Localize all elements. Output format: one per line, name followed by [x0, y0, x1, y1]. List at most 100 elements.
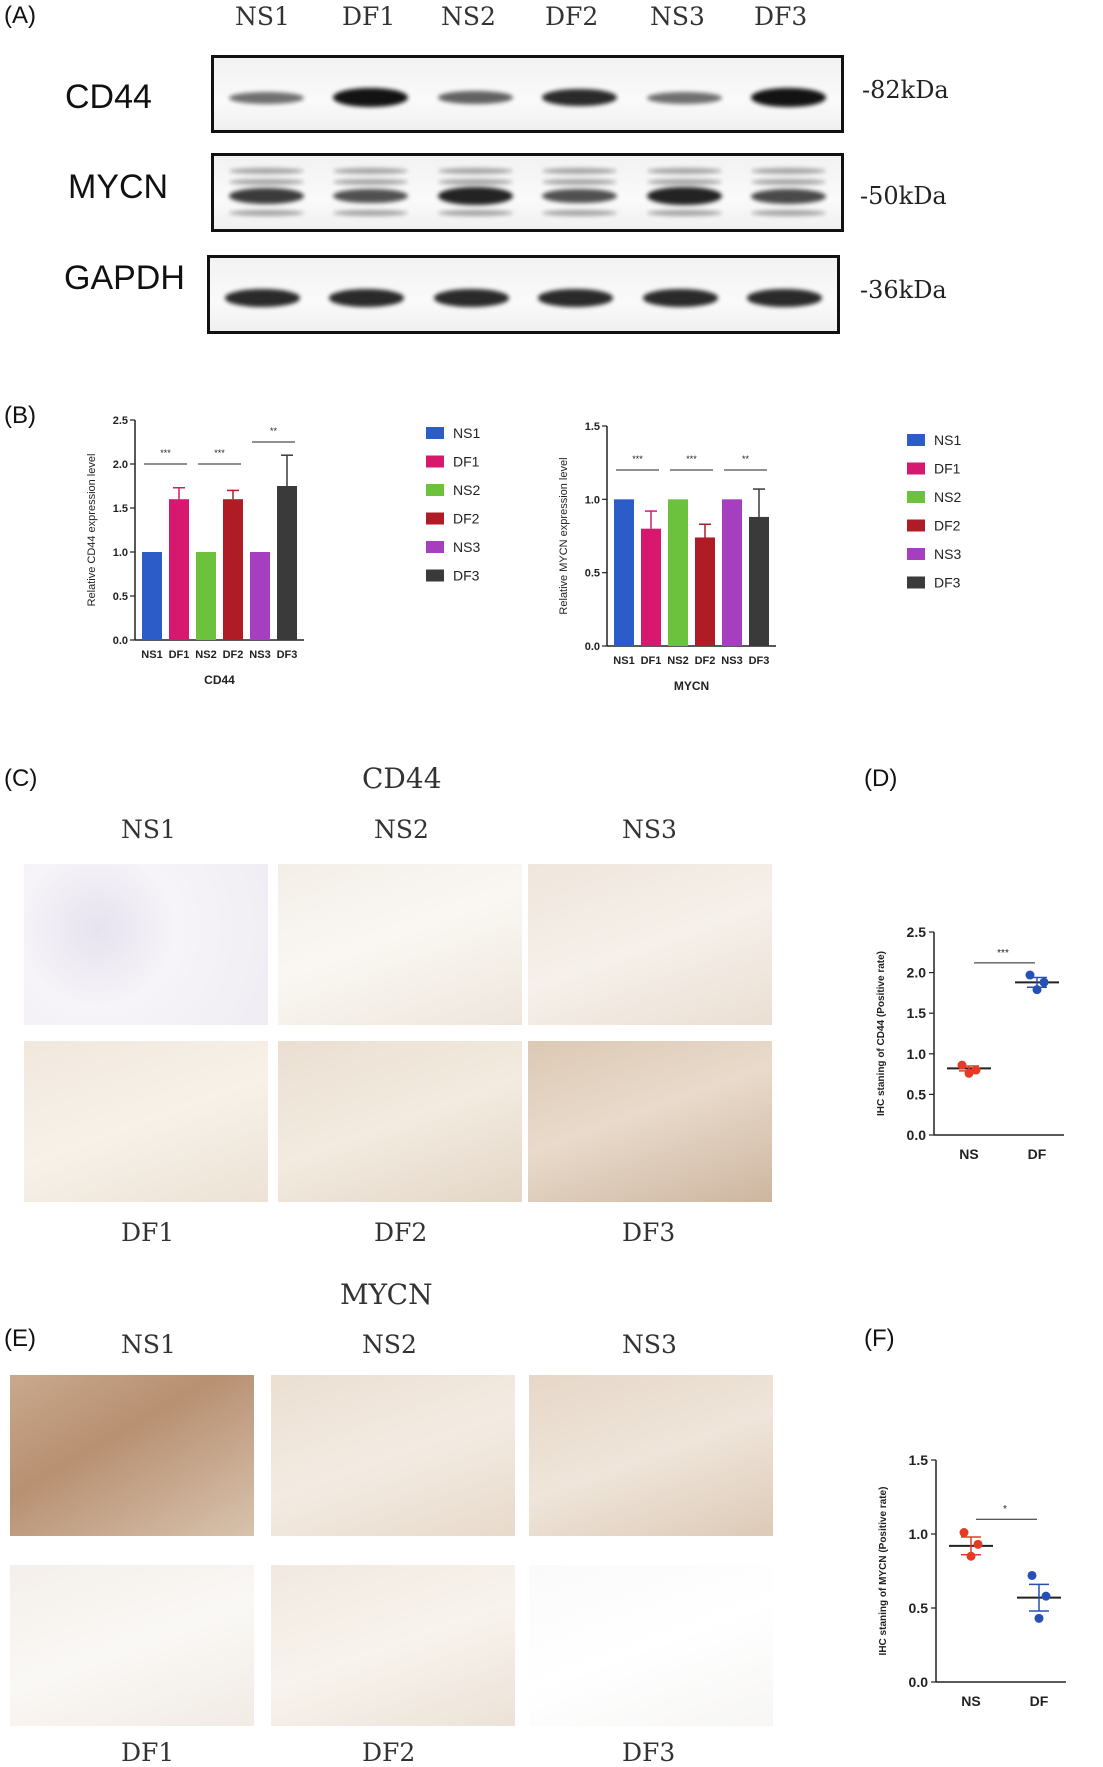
- mycn-ihc-chart-svg: 0.0 0.5 1.0 1.5 IHC staning of MYCN (Positiv…: [878, 1452, 1066, 1709]
- panel-label-d: (D): [864, 765, 898, 792]
- legend-swatch: [426, 569, 444, 582]
- lane-label: DF1: [342, 2, 396, 31]
- ihc-image-mycn-ns1: [10, 1375, 254, 1536]
- panel-label-a: (A): [4, 2, 36, 29]
- legend-swatch: [907, 462, 925, 475]
- legend-swatch: [907, 576, 925, 589]
- ihc-image-mycn-ns2: [271, 1375, 515, 1536]
- data-point: [957, 1060, 967, 1070]
- panel-label-e: (E): [4, 1325, 36, 1352]
- legend-swatch: [907, 548, 925, 560]
- data-point: [959, 1528, 969, 1538]
- y-tick-label: 0.5: [113, 591, 128, 603]
- bar: [641, 528, 661, 646]
- data-point: [1027, 1570, 1037, 1580]
- bar: [250, 552, 270, 640]
- x-tick-label: DF3: [277, 649, 298, 661]
- significance-label: ***: [632, 454, 643, 464]
- legend-label: NS1: [934, 432, 961, 448]
- blot-band: [437, 90, 513, 105]
- ihc-label: DF3: [622, 1738, 676, 1767]
- legend-label: DF3: [453, 568, 480, 584]
- y-tick-label: 2.0: [907, 965, 927, 981]
- panel-label-b: (B): [4, 402, 36, 429]
- significance-label: **: [742, 454, 750, 464]
- y-tick-label: 2.0: [113, 459, 128, 471]
- blot-band: [224, 289, 300, 307]
- ihc-label: DF2: [362, 1738, 416, 1767]
- blot-band: [646, 209, 722, 216]
- blot-band: [542, 167, 618, 174]
- blot-band: [642, 289, 718, 307]
- x-tick-label: NS3: [721, 655, 742, 667]
- ihc-image-cd44-ns1: [24, 864, 268, 1025]
- cd44-ihc-title: CD44: [362, 762, 442, 795]
- blot-band: [646, 91, 722, 104]
- kda-label-50: -50kDa: [860, 182, 947, 210]
- ihc-image-cd44-df3: [528, 1041, 772, 1202]
- legend-swatch: [426, 427, 444, 439]
- blot-band: [751, 209, 827, 216]
- blot-band: [333, 87, 409, 108]
- protein-label-mycn: MYCN: [68, 168, 169, 206]
- legend-swatch: [426, 541, 444, 553]
- y-tick-label: 0.0: [113, 635, 128, 647]
- blot-band: [433, 289, 509, 307]
- lane-label: NS3: [650, 2, 705, 31]
- significance-label: ***: [160, 448, 171, 458]
- cd44-legend: NS1 DF1 NS2 DF2 NS3 DF3: [426, 425, 480, 584]
- lane-label: DF2: [545, 2, 599, 31]
- blot-band: [228, 91, 304, 104]
- x-tick-label: DF1: [169, 649, 190, 661]
- mycn-ihc-title: MYCN: [340, 1278, 433, 1311]
- x-axis-label: CD44: [204, 673, 235, 687]
- ihc-label: DF3: [622, 1218, 676, 1247]
- legend-label: NS3: [934, 546, 961, 562]
- y-tick-label: 1.5: [585, 421, 600, 433]
- x-tick-label: DF: [1030, 1693, 1049, 1709]
- legend-label: DF2: [453, 511, 480, 527]
- data-point: [964, 1068, 974, 1078]
- y-tick-label: 1.0: [907, 1046, 927, 1062]
- blot-band: [542, 179, 618, 186]
- blot-gapdh: [207, 255, 840, 334]
- mycn-bar-chart: 0.0 0.5 1.0 1.5 Relative MYCN expression lev…: [558, 421, 776, 693]
- legend-swatch: [426, 512, 444, 525]
- lane-label: DF3: [754, 2, 808, 31]
- protein-label-gapdh: GAPDH: [64, 259, 185, 297]
- blot-band: [228, 167, 304, 174]
- y-axis-label: IHC staning of MYCN (Positive rate): [878, 1487, 889, 1656]
- y-tick-label: 1.0: [113, 547, 128, 559]
- blot-band: [542, 209, 618, 216]
- kda-label-36: -36kDa: [860, 276, 947, 304]
- bar: [749, 516, 769, 646]
- x-tick-label: NS2: [667, 655, 688, 667]
- data-point: [971, 1065, 981, 1075]
- legend-swatch: [426, 484, 444, 496]
- mycn-legend: NS1 DF1 NS2 DF2 NS3 DF3: [907, 432, 961, 591]
- y-tick-label: 2.5: [907, 924, 927, 940]
- significance-label: ***: [997, 948, 1009, 959]
- cd44-bar-chart: 0.0 0.5 1.0 1.5 2.0 2.5 Relative CD44 expressi…: [86, 415, 304, 687]
- bar: [196, 552, 216, 640]
- blot-band: [228, 209, 304, 216]
- legend-label: NS1: [453, 425, 480, 441]
- ihc-label: NS1: [121, 815, 176, 844]
- x-tick-label: DF3: [749, 655, 770, 667]
- y-tick-label: 1.0: [909, 1526, 929, 1542]
- y-tick-label: 0.0: [907, 1127, 927, 1143]
- data-point: [1041, 1591, 1051, 1601]
- y-tick-label: 0.0: [909, 1674, 929, 1690]
- ihc-image-cd44-df1: [24, 1041, 268, 1202]
- ihc-image-cd44-df2: [278, 1041, 522, 1202]
- blot-band: [751, 179, 827, 186]
- blot-band: [329, 289, 405, 307]
- blot-band: [228, 179, 304, 186]
- significance-label: ***: [686, 454, 697, 464]
- legend-label: NS3: [453, 539, 480, 555]
- legend-label: DF3: [934, 575, 961, 591]
- legend-label: NS2: [934, 489, 961, 505]
- significance-label: **: [270, 426, 278, 436]
- y-tick-label: 1.0: [585, 494, 600, 506]
- blot-band: [751, 87, 827, 108]
